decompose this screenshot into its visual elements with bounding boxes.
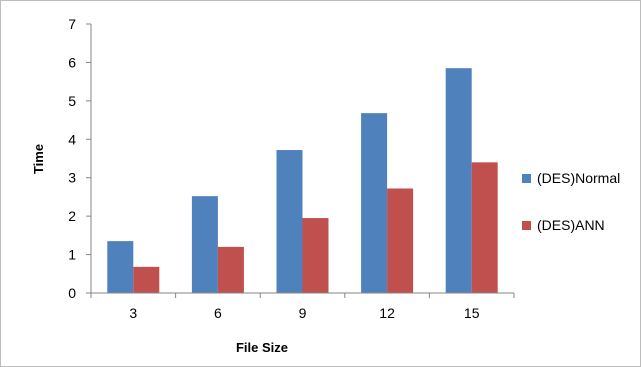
bar-des-ann-15 bbox=[471, 162, 498, 293]
x-tick-labels: 3 6 9 12 15 bbox=[129, 305, 479, 321]
plot-area bbox=[107, 68, 498, 293]
bar-des-normal-15 bbox=[445, 68, 472, 293]
x-tick-label: 15 bbox=[464, 305, 480, 321]
bar-des-normal-6 bbox=[191, 196, 218, 293]
legend-swatch-des-normal bbox=[522, 174, 531, 183]
bar-des-ann-3 bbox=[133, 266, 160, 293]
y-tick-label: 7 bbox=[68, 16, 76, 32]
y-tick-labels: 0 1 2 3 4 5 6 7 bbox=[68, 16, 76, 301]
legend-label-des-normal: (DES)Normal bbox=[537, 170, 620, 186]
legend-swatch-des-ann bbox=[522, 221, 531, 230]
y-tick-label: 2 bbox=[68, 208, 76, 224]
y-tick-label: 5 bbox=[68, 93, 76, 109]
bar-des-ann-6 bbox=[217, 246, 244, 293]
x-tick-label: 3 bbox=[129, 305, 137, 321]
y-tick-label: 4 bbox=[68, 131, 76, 147]
y-tick-label: 1 bbox=[68, 247, 76, 263]
bar-des-ann-12 bbox=[387, 188, 414, 293]
bar-des-normal-12 bbox=[361, 113, 388, 293]
legend: (DES)Normal (DES)ANN bbox=[522, 170, 620, 233]
x-axis-title: File Size bbox=[236, 340, 288, 355]
bar-des-ann-9 bbox=[302, 218, 329, 293]
bar-des-normal-9 bbox=[276, 150, 303, 293]
x-tick-label: 6 bbox=[214, 305, 222, 321]
x-tick-label: 12 bbox=[379, 305, 395, 321]
y-tick-label: 6 bbox=[68, 54, 76, 70]
x-tick-label: 9 bbox=[299, 305, 307, 321]
bar-des-normal-3 bbox=[107, 241, 134, 293]
legend-label-des-ann: (DES)ANN bbox=[537, 217, 605, 233]
y-tick-label: 0 bbox=[68, 285, 76, 301]
y-axis-title: Time bbox=[31, 144, 46, 174]
axes bbox=[86, 23, 515, 298]
y-tick-label: 3 bbox=[68, 170, 76, 186]
